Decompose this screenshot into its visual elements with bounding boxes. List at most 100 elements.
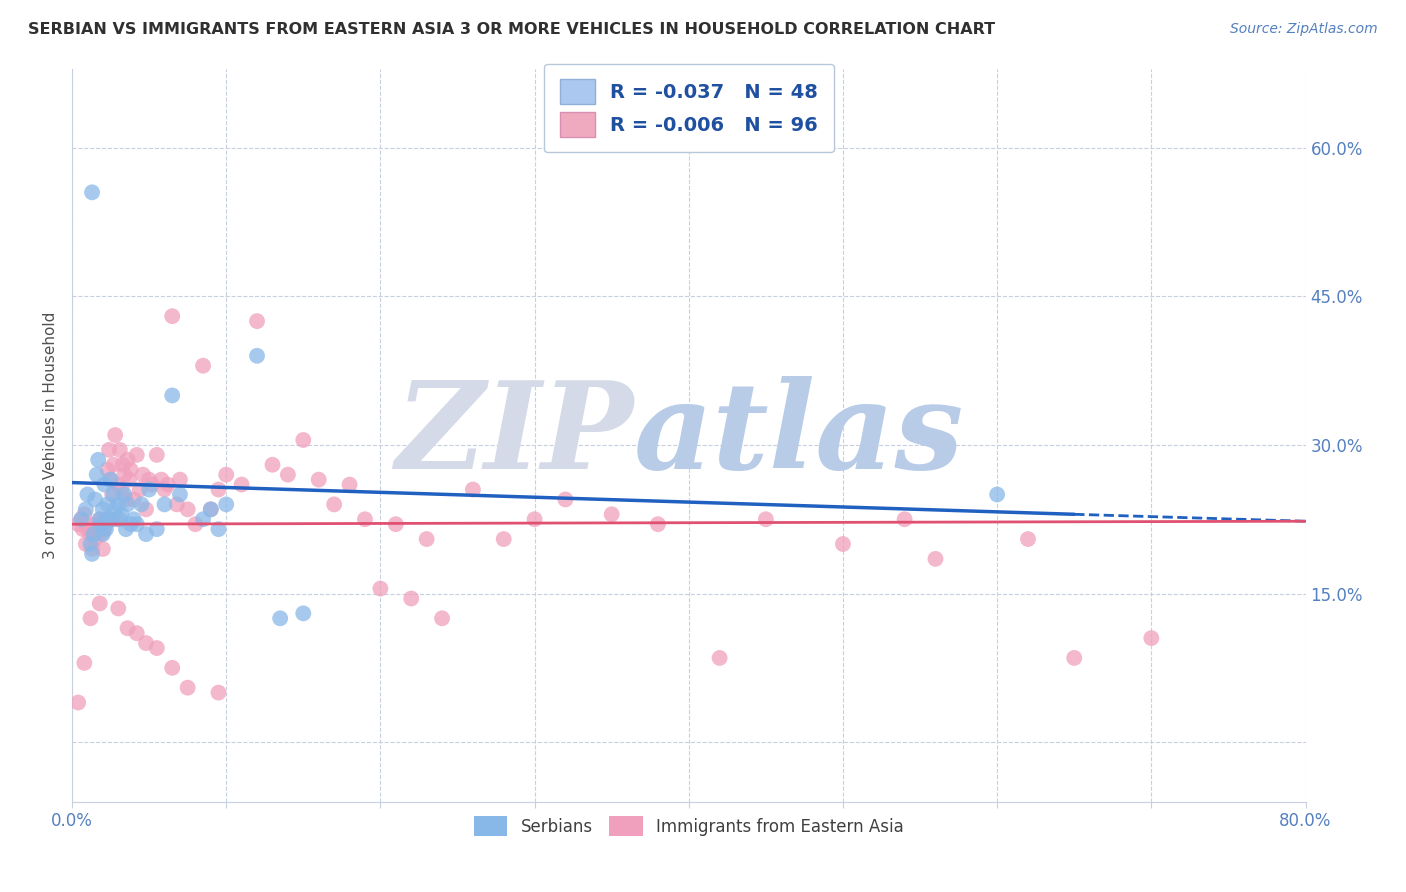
Point [96,463,118,477]
Point [128,483,150,497]
Point [150,473,173,487]
Point [135,527,157,541]
Point [94,517,117,532]
Point [94,512,117,526]
Point [79,611,101,625]
Point [111,458,134,472]
Point [75,537,97,551]
Point [91,527,114,541]
Point [117,452,139,467]
Point [104,428,127,442]
Point [125,448,148,462]
Point [215,467,238,482]
Point [79,537,101,551]
Point [308,473,330,487]
Point [80,547,103,561]
Point [105,512,128,526]
Point [160,388,183,402]
Point [100,473,122,487]
Point [115,492,138,507]
Point [70,512,93,526]
Point [120,463,142,477]
Point [399,591,422,606]
Point [246,349,269,363]
Point [91,541,114,556]
Point [231,477,253,491]
Point [67,696,90,710]
Point [87,452,110,467]
Point [114,467,136,482]
Point [146,448,169,462]
Point [554,492,576,507]
Point [80,541,103,556]
Point [262,458,284,472]
Point [184,517,207,532]
Point [385,517,408,532]
Point [354,512,377,526]
Point [176,681,198,695]
Point [96,497,118,511]
Point [893,512,915,526]
Point [200,502,222,516]
Point [153,497,176,511]
Point [108,442,131,457]
Point [107,477,129,491]
Point [156,477,179,491]
Point [339,477,361,491]
Point [107,497,129,511]
Point [277,467,299,482]
Point [200,502,222,516]
Point [430,611,453,625]
Point [215,497,238,511]
Text: atlas: atlas [633,376,963,494]
Point [600,508,623,522]
Point [160,309,183,323]
Point [146,640,169,655]
Point [115,522,138,536]
Point [125,626,148,640]
Point [93,522,115,536]
Point [86,517,108,532]
Point [169,487,191,501]
Point [107,601,129,615]
Point [141,477,163,491]
Y-axis label: 3 or more Vehicles in Household: 3 or more Vehicles in Household [44,311,58,558]
Point [98,442,121,457]
Point [207,685,229,699]
Point [103,458,125,472]
Point [84,532,107,546]
Point [67,517,90,532]
Text: ZIP: ZIP [395,376,633,494]
Point [83,522,105,536]
Point [89,512,111,526]
Point [75,502,97,516]
Point [370,582,392,596]
Point [523,512,546,526]
Point [108,512,131,526]
Point [131,497,153,511]
Point [89,512,111,526]
Point [924,552,946,566]
Point [153,483,176,497]
Point [292,607,315,621]
Point [207,483,229,497]
Point [110,508,132,522]
Point [101,512,124,526]
Point [93,477,115,491]
Point [492,532,515,546]
Point [72,522,94,536]
Point [120,517,142,532]
Point [100,512,122,526]
Point [91,517,114,532]
Point [80,186,103,200]
Point [103,487,125,501]
Point [125,517,148,532]
Point [91,502,114,516]
Point [135,502,157,516]
Point [1063,651,1085,665]
Point [146,522,169,536]
Point [122,512,145,526]
Point [1140,631,1163,645]
Point [122,492,145,507]
Point [94,522,117,536]
